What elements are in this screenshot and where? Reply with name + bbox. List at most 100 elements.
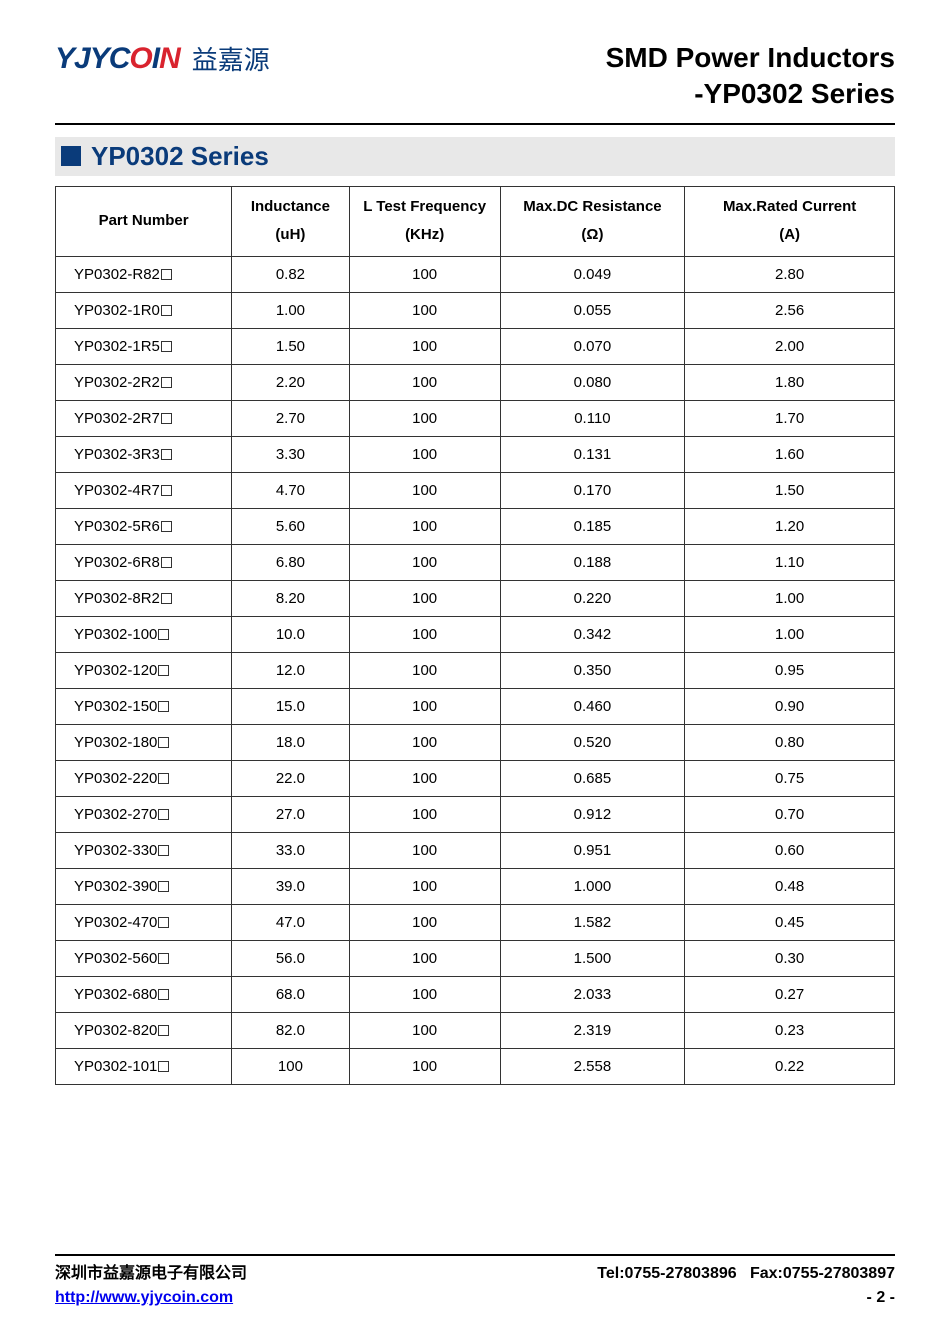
cell-value: 0.70 (685, 796, 895, 832)
cell-value: 100 (232, 1048, 349, 1084)
cell-part-number: YP0302-5R6 (56, 508, 232, 544)
th-part-number: Part Number (56, 186, 232, 256)
suffix-placeholder-icon (161, 449, 172, 460)
cell-part-number: YP0302-8R2 (56, 580, 232, 616)
th-label: Part Number (99, 212, 189, 229)
cell-part-number: YP0302-470 (56, 904, 232, 940)
th-label: Max.DC Resistance (523, 198, 661, 215)
cell-part-number: YP0302-820 (56, 1012, 232, 1048)
table-row: YP0302-1R51.501000.0702.00 (56, 328, 895, 364)
cell-value: 0.23 (685, 1012, 895, 1048)
cell-value: 2.558 (500, 1048, 685, 1084)
logo-part-red: N (159, 42, 180, 75)
title-line-2: -YP0302 Series (606, 76, 895, 112)
cell-part-number: YP0302-3R3 (56, 436, 232, 472)
cell-value: 100 (349, 832, 500, 868)
cell-value: 100 (349, 976, 500, 1012)
cell-value: 100 (349, 652, 500, 688)
page-footer: 深圳市益嘉源电子有限公司 Tel:0755-27803896 Fax:0755-… (55, 1254, 895, 1310)
cell-value: 0.951 (500, 832, 685, 868)
cell-value: 0.220 (500, 580, 685, 616)
table-row: YP0302-R820.821000.0492.80 (56, 256, 895, 292)
suffix-placeholder-icon (158, 665, 169, 676)
cell-value: 0.080 (500, 364, 685, 400)
cell-value: 0.520 (500, 724, 685, 760)
cell-value: 1.500 (500, 940, 685, 976)
suffix-placeholder-icon (158, 773, 169, 784)
cell-value: 100 (349, 292, 500, 328)
cell-value: 0.170 (500, 472, 685, 508)
table-row: YP0302-3R33.301000.1311.60 (56, 436, 895, 472)
cell-value: 4.70 (232, 472, 349, 508)
th-label: Inductance (251, 198, 330, 215)
table-row: YP0302-1011001002.5580.22 (56, 1048, 895, 1084)
cell-part-number: YP0302-2R7 (56, 400, 232, 436)
footer-divider (55, 1254, 895, 1256)
header-divider (55, 123, 895, 125)
cell-part-number: YP0302-680 (56, 976, 232, 1012)
cell-part-number: YP0302-101 (56, 1048, 232, 1084)
cell-value: 0.460 (500, 688, 685, 724)
cell-part-number: YP0302-100 (56, 616, 232, 652)
table-header: Part Number Inductance (uH) L Test Frequ… (56, 186, 895, 256)
cell-value: 100 (349, 400, 500, 436)
cell-part-number: YP0302-1R5 (56, 328, 232, 364)
suffix-placeholder-icon (161, 305, 172, 316)
cell-value: 100 (349, 508, 500, 544)
cell-value: 100 (349, 940, 500, 976)
th-label: L Test Frequency (363, 198, 486, 215)
cell-value: 100 (349, 436, 500, 472)
cell-value: 10.0 (232, 616, 349, 652)
logo-text-en: YJYCOIN (55, 42, 180, 76)
logo-part: YJYC (55, 42, 129, 75)
section-heading-bar: YP0302 Series (55, 137, 895, 176)
cell-value: 15.0 (232, 688, 349, 724)
suffix-placeholder-icon (158, 1061, 169, 1072)
cell-part-number: YP0302-6R8 (56, 544, 232, 580)
cell-value: 0.22 (685, 1048, 895, 1084)
cell-value: 82.0 (232, 1012, 349, 1048)
logo-text-cn: 益嘉源 (192, 40, 270, 77)
cell-value: 100 (349, 904, 500, 940)
cell-value: 27.0 (232, 796, 349, 832)
cell-part-number: YP0302-330 (56, 832, 232, 868)
cell-value: 0.82 (232, 256, 349, 292)
th-label: Max.Rated Current (723, 198, 856, 215)
cell-value: 100 (349, 616, 500, 652)
cell-value: 0.185 (500, 508, 685, 544)
cell-value: 1.20 (685, 508, 895, 544)
cell-value: 1.00 (232, 292, 349, 328)
cell-value: 0.95 (685, 652, 895, 688)
th-rated-current: Max.Rated Current (A) (685, 186, 895, 256)
cell-value: 2.319 (500, 1012, 685, 1048)
cell-value: 1.00 (685, 580, 895, 616)
cell-value: 39.0 (232, 868, 349, 904)
cell-value: 0.90 (685, 688, 895, 724)
cell-value: 47.0 (232, 904, 349, 940)
cell-value: 100 (349, 724, 500, 760)
th-unit: (KHz) (405, 226, 444, 243)
suffix-placeholder-icon (158, 917, 169, 928)
section-square-icon (61, 146, 81, 166)
table-row: YP0302-15015.01000.4600.90 (56, 688, 895, 724)
cell-value: 0.912 (500, 796, 685, 832)
cell-value: 2.70 (232, 400, 349, 436)
cell-value: 3.30 (232, 436, 349, 472)
cell-value: 0.188 (500, 544, 685, 580)
cell-value: 100 (349, 868, 500, 904)
suffix-placeholder-icon (158, 737, 169, 748)
cell-part-number: YP0302-390 (56, 868, 232, 904)
cell-value: 100 (349, 1048, 500, 1084)
cell-value: 0.055 (500, 292, 685, 328)
cell-value: 1.80 (685, 364, 895, 400)
cell-value: 100 (349, 256, 500, 292)
table-row: YP0302-33033.01000.9510.60 (56, 832, 895, 868)
cell-part-number: YP0302-1R0 (56, 292, 232, 328)
footer-url-link[interactable]: http://www.yjycoin.com (55, 1286, 233, 1310)
section-title: YP0302 Series (91, 141, 269, 172)
cell-value: 0.070 (500, 328, 685, 364)
logo-part: I (152, 42, 159, 75)
title-line-1: SMD Power Inductors (606, 40, 895, 76)
suffix-placeholder-icon (158, 953, 169, 964)
table-row: YP0302-1R01.001000.0552.56 (56, 292, 895, 328)
